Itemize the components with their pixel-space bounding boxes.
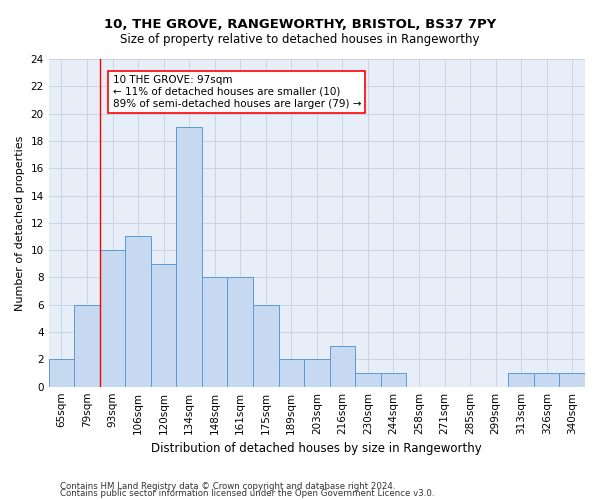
Text: Size of property relative to detached houses in Rangeworthy: Size of property relative to detached ho…: [120, 32, 480, 46]
Text: Contains public sector information licensed under the Open Government Licence v3: Contains public sector information licen…: [60, 489, 434, 498]
Bar: [355, 373, 380, 386]
Bar: [151, 264, 176, 386]
Bar: [278, 360, 304, 386]
Bar: [202, 278, 227, 386]
Text: 10 THE GROVE: 97sqm
← 11% of detached houses are smaller (10)
89% of semi-detach: 10 THE GROVE: 97sqm ← 11% of detached ho…: [113, 76, 361, 108]
Bar: [125, 236, 151, 386]
Bar: [559, 373, 585, 386]
Bar: [49, 360, 74, 386]
Bar: [74, 305, 100, 386]
X-axis label: Distribution of detached houses by size in Rangeworthy: Distribution of detached houses by size …: [151, 442, 482, 455]
Bar: [329, 346, 355, 387]
Bar: [380, 373, 406, 386]
Bar: [227, 278, 253, 386]
Bar: [176, 128, 202, 386]
Y-axis label: Number of detached properties: Number of detached properties: [15, 135, 25, 310]
Bar: [534, 373, 559, 386]
Bar: [253, 305, 278, 386]
Bar: [508, 373, 534, 386]
Text: 10, THE GROVE, RANGEWORTHY, BRISTOL, BS37 7PY: 10, THE GROVE, RANGEWORTHY, BRISTOL, BS3…: [104, 18, 496, 30]
Bar: [304, 360, 329, 386]
Text: Contains HM Land Registry data © Crown copyright and database right 2024.: Contains HM Land Registry data © Crown c…: [60, 482, 395, 491]
Bar: [100, 250, 125, 386]
